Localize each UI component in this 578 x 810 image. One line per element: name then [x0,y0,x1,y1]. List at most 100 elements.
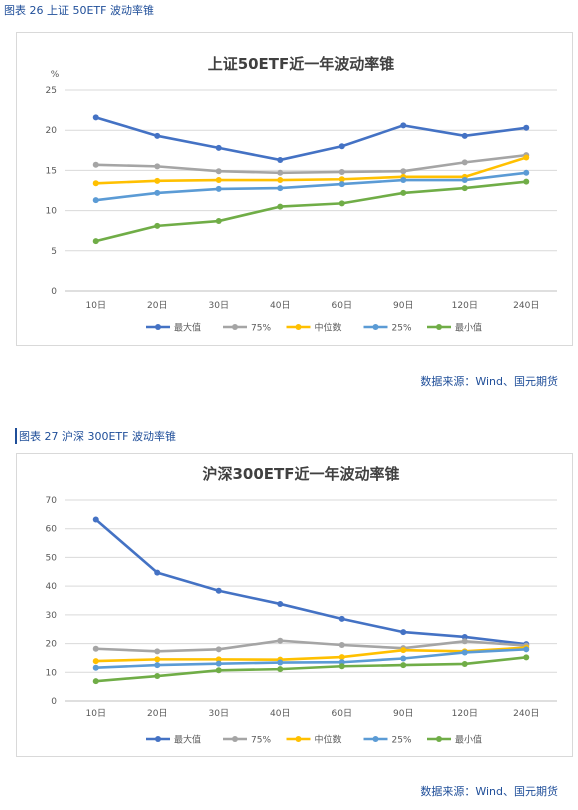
data-point [215,144,222,151]
x-tick-label: 60日 [332,708,352,719]
data-point [338,176,345,183]
y-tick-label: 10 [46,668,58,678]
x-tick-label: 60日 [332,300,352,311]
legend-label: 最大值 [174,734,201,746]
legend-label: 25% [392,736,412,746]
data-point [277,156,284,163]
data-point [154,189,161,196]
data-point [277,637,284,644]
data-point [400,655,407,662]
legend-item: 最大值 [146,322,201,334]
x-tick-label: 40日 [270,708,290,719]
data-point [400,189,407,196]
data-point [338,143,345,150]
legend-item: 最小值 [427,734,482,746]
x-tick-label: 240日 [513,708,539,719]
data-point [154,132,161,139]
legend-label: 25% [392,324,412,334]
series-line [95,153,527,175]
data-point [338,181,345,188]
data-point [400,647,407,654]
data-point [338,663,345,670]
data-point [92,664,99,671]
series-line [95,156,527,185]
series-line [94,518,527,646]
data-point [215,587,222,594]
data-point [92,645,99,652]
y-tick-label: 40 [46,582,58,592]
data-point [154,648,161,655]
data-point [400,168,407,175]
data-point [154,177,161,184]
legend-item: 25% [363,324,412,334]
data-point [215,646,222,653]
data-point [400,177,407,184]
data-point [154,662,161,669]
y-tick-label: 10 [46,207,58,217]
data-point [523,178,530,185]
x-tick-label: 20日 [147,708,167,719]
data-point [277,185,284,192]
legend-swatch-marker [295,736,302,742]
data-point [92,161,99,168]
data-point [215,168,222,175]
legend-item: 中位数 [286,734,342,746]
legend-item: 中位数 [286,322,342,334]
data-point [277,659,284,666]
legend-label: 最小值 [455,734,482,746]
legend-swatch-marker [155,736,161,742]
data-point [461,185,468,192]
data-point [461,177,468,184]
legend-swatch-marker [372,736,379,742]
data-point [92,114,99,121]
data-point [338,169,345,176]
legend-item: 最大值 [146,734,201,746]
data-point [400,629,407,636]
y-tick-label: 0 [51,287,57,297]
x-tick-label: 120日 [452,708,478,719]
series-line [95,646,527,663]
figure-caption-26: 图表 26 上证 50ETF 波动率锥 [4,4,154,17]
data-point [277,666,284,673]
y-tick-label: 5 [51,247,57,257]
series-line [95,116,527,162]
data-point [215,177,222,184]
data-point [277,203,284,210]
y-tick-label: 60 [46,525,58,535]
data-point [154,673,161,680]
legend-label: 中位数 [315,322,342,334]
x-tick-label: 240日 [513,300,539,311]
legend-swatch-marker [436,736,442,742]
data-point [523,654,530,661]
chart-svg: 上证50ETF近一年波动率锥% 0 5 10 15 20 25 10日 20日 30日 40日 60日… [46,55,557,334]
legend-item: 75% [223,324,271,334]
data-point [154,569,161,576]
data-point [215,667,222,674]
chart-title: 沪深300ETF近一年波动率锥 [202,465,399,483]
figure-caption-27: 图表 27 沪深 300ETF 波动率锥 [15,428,176,444]
data-point [277,169,284,176]
data-point [277,177,284,184]
data-point [154,656,161,663]
data-point [523,646,530,653]
data-point [338,642,345,649]
legend-label: 最大值 [174,322,201,334]
data-point [461,649,468,656]
data-point [461,132,468,139]
y-tick-label: 50 [46,553,58,563]
data-point [338,615,345,622]
data-point [277,600,284,607]
data-point [92,658,99,665]
data-point [461,660,468,667]
legend-item: 75% [223,736,271,746]
series-line [95,648,527,669]
legend-swatch-marker [372,324,379,330]
series-line [95,639,527,653]
data-point [215,660,222,667]
data-point [92,180,99,187]
data-point [523,124,530,131]
x-tick-label: 10日 [86,300,106,311]
series-line [95,171,527,202]
y-tick-label: 30 [46,611,58,621]
data-point [92,197,99,204]
